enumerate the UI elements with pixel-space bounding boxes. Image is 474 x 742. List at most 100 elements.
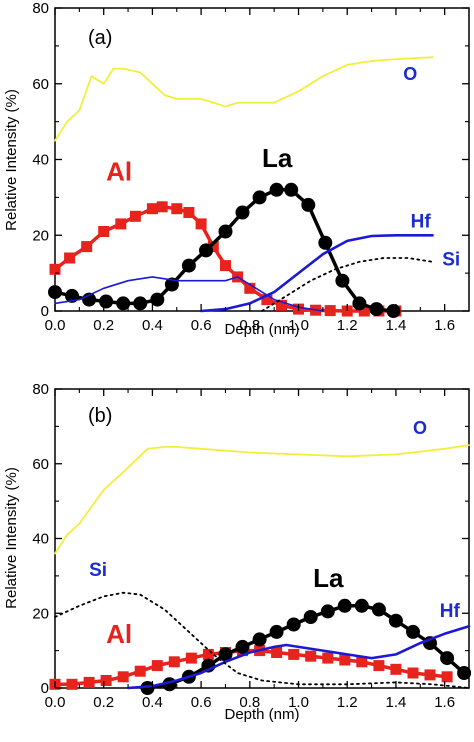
al-marker (66, 678, 78, 690)
series-label-si: Si (442, 250, 460, 271)
la-marker (218, 647, 233, 662)
la-marker (140, 681, 155, 695)
panel-b-ylabel: Relative Intensity (%) (3, 467, 20, 609)
panel-a-ticks: 0.0 0.2 0.4 0.6 0.8 1.0 1.2 1.4 1.6 0 20 40 60 80 (32, 0, 469, 334)
x-tick-label: 0.8 (239, 317, 260, 334)
la-marker (252, 632, 267, 647)
panel-b: 0.0 0.2 0.4 0.6 0.8 1.0 1.2 1.4 1.6 0 20 40 60 80 (b)… (3, 381, 472, 723)
la-marker (406, 624, 420, 639)
la-marker (371, 602, 386, 617)
al-marker (271, 647, 283, 658)
la-marker (116, 296, 131, 311)
la-marker (318, 235, 333, 250)
series-la-line (53, 188, 396, 313)
panel-a-annotations: O Al La Hf Si (106, 64, 460, 271)
al-marker (244, 282, 256, 294)
series-label-al: Al (106, 156, 132, 186)
x-tick-label: 0.2 (93, 694, 114, 711)
al-marker (261, 294, 273, 306)
series-label-la: La (313, 563, 344, 593)
al-marker (407, 667, 419, 679)
y-tick-label: 20 (32, 227, 49, 244)
series-si-line (54, 591, 470, 689)
x-tick-label: 1.6 (434, 694, 455, 711)
panel-b-series (49, 444, 472, 695)
al-marker (185, 652, 197, 664)
al-marker (373, 660, 385, 672)
al-marker (322, 652, 334, 664)
series-label-si: Si (89, 560, 107, 581)
la-marker (352, 296, 367, 311)
al-marker (324, 305, 336, 317)
y-tick-label: 80 (32, 381, 49, 398)
x-tick-label: 0.6 (191, 694, 212, 711)
la-marker (337, 598, 352, 613)
series-hf-line (126, 624, 471, 690)
x-tick-label: 0.0 (45, 317, 66, 334)
al-marker (358, 305, 370, 317)
panel-a-label: (a) (88, 27, 112, 49)
la-marker (440, 651, 455, 666)
series-label-hf: Hf (411, 212, 432, 233)
panel-b-xlabel: Depth (nm) (224, 706, 299, 723)
y-tick-label: 60 (32, 76, 49, 93)
la-marker (150, 292, 165, 307)
la-marker (252, 190, 267, 205)
la-marker (284, 182, 299, 197)
la-marker (269, 624, 284, 639)
x-tick-label: 0.8 (239, 694, 260, 711)
al-marker (171, 203, 183, 215)
la-marker (199, 243, 213, 258)
la-marker (181, 258, 196, 273)
al-marker (64, 252, 76, 264)
la-marker (354, 598, 369, 613)
al-marker (441, 671, 453, 683)
series-label-o: O (403, 64, 417, 84)
x-tick-label: 1.6 (434, 317, 455, 334)
panel-b-ticks: 0.0 0.2 0.4 0.6 0.8 1.0 1.2 1.4 1.6 0 20 40 60 80 (32, 381, 469, 711)
la-marker (320, 604, 335, 619)
panel-a-ylabel: Relative Intensity (%) (3, 89, 20, 231)
al-marker (339, 654, 351, 666)
x-tick-label: 1.2 (337, 694, 358, 711)
al-marker (100, 675, 112, 686)
al-marker (117, 671, 129, 683)
al-marker (424, 669, 436, 681)
x-tick-label: 0.0 (45, 694, 66, 711)
al-marker (276, 299, 287, 311)
al-marker (356, 656, 368, 668)
y-tick-label: 0 (41, 303, 49, 320)
panel-a-xlabel: Depth (nm) (224, 321, 299, 338)
series-label-o: O (413, 418, 427, 438)
y-tick-label: 80 (32, 0, 49, 17)
x-tick-label: 0.4 (142, 694, 163, 711)
x-tick-label: 1.0 (288, 317, 309, 334)
la-marker (303, 610, 318, 624)
al-marker (207, 241, 219, 253)
la-marker (388, 613, 403, 628)
y-tick-label: 60 (32, 456, 49, 473)
la-marker (335, 273, 350, 288)
la-marker (99, 294, 114, 309)
la-marker (369, 302, 384, 317)
y-tick-label: 40 (32, 531, 49, 548)
la-marker (457, 666, 472, 680)
y-tick-label: 20 (32, 605, 49, 622)
la-marker (133, 296, 148, 311)
al-marker (115, 218, 127, 230)
al-marker (195, 218, 207, 230)
x-tick-label: 0.6 (191, 317, 212, 334)
y-tick-label: 0 (41, 680, 49, 697)
la-marker (218, 224, 233, 239)
al-marker (134, 665, 146, 677)
al-marker (151, 660, 163, 672)
x-tick-label: 1.0 (288, 694, 309, 711)
al-marker (288, 648, 300, 660)
y-tick-label: 40 (32, 152, 49, 169)
panel-a: 0.0 0.2 0.4 0.6 0.8 1.0 1.2 1.4 1.6 0 20 40 60 80 (a)… (3, 0, 470, 338)
panel-b-annotations: O Si Al La Hf (89, 418, 460, 649)
la-marker (386, 304, 401, 318)
la-marker (301, 197, 316, 212)
